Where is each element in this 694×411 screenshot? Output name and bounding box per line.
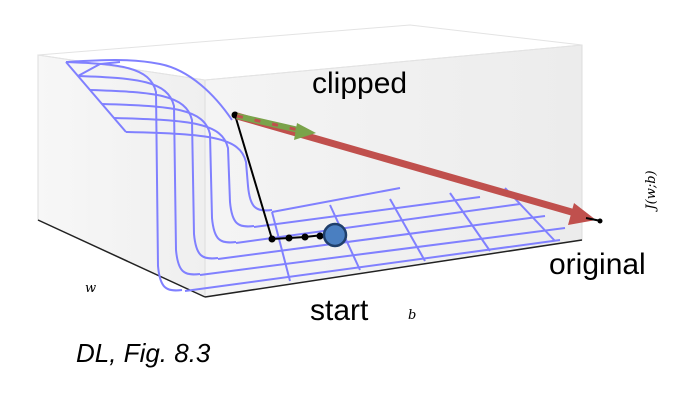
original-label: original [549, 248, 646, 281]
axis-label-w: w [85, 281, 96, 296]
axis-label-b: b [408, 308, 416, 323]
original-endpoint [598, 219, 603, 224]
clipped-label: clipped [312, 67, 407, 100]
start-label: start [310, 294, 369, 327]
axis-label-j: J(w;b) [644, 170, 659, 212]
figure-caption: DL, Fig. 8.3 [76, 338, 210, 369]
path-point [302, 234, 309, 241]
path-point [317, 233, 324, 240]
path-point [269, 236, 276, 243]
start-marker [324, 224, 346, 246]
path-point [286, 235, 293, 242]
